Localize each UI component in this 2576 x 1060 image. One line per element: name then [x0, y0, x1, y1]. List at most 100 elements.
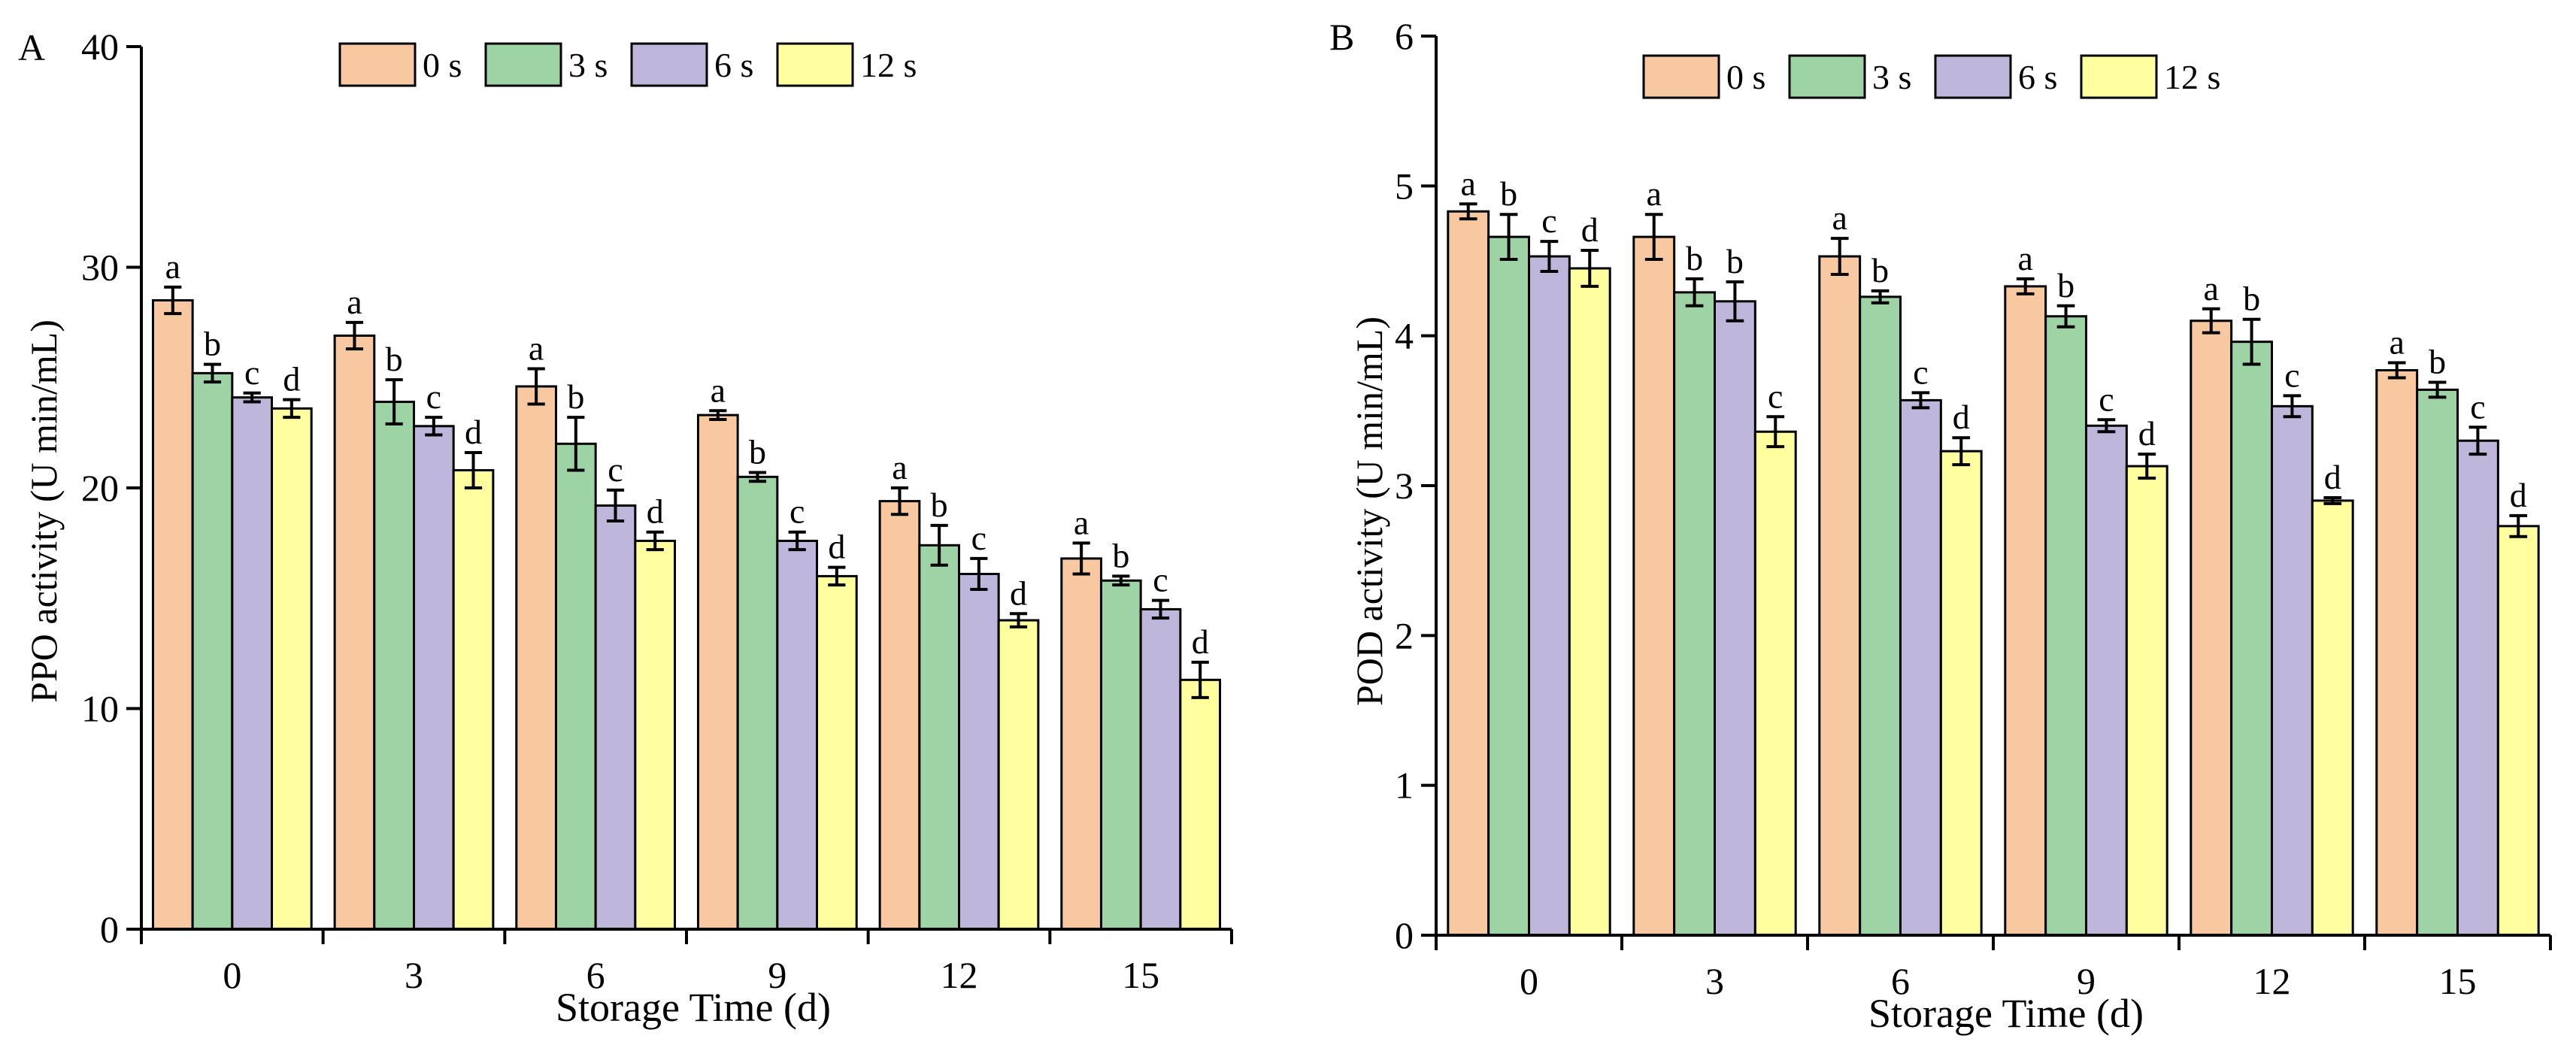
bar-a-6d-3s	[554, 442, 597, 931]
bar-a-3d-0s	[333, 334, 376, 931]
legend-swatch-a-12s	[776, 42, 854, 87]
x-tick-label-a-12: 12	[941, 954, 978, 996]
significance-letter-b-12d-0s: a	[2204, 269, 2219, 307]
significance-letter-a-9d-3s: b	[749, 432, 766, 471]
bar-b-3d-0s	[1632, 235, 1676, 937]
x-tick-label-a-0: 0	[223, 954, 241, 996]
bar-a-15d-12s	[1179, 678, 1222, 931]
legend-label-a-3s: 3 s	[568, 46, 608, 84]
bar-a-12d-6s	[958, 572, 1000, 931]
significance-letter-a-6d-3s: b	[567, 377, 584, 416]
significance-letter-a-12d-0s: a	[892, 448, 907, 486]
bar-a-12d-3s	[918, 544, 960, 931]
significance-letter-b-0d-12s: d	[1581, 210, 1599, 249]
bar-b-12d-0s	[2190, 320, 2233, 937]
significance-letter-b-0d-6s: c	[1541, 201, 1556, 240]
x-tick-label-b-6: 6	[1891, 960, 1910, 1002]
bar-b-6d-12s	[1939, 450, 1983, 937]
bar-a-6d-0s	[515, 385, 557, 931]
legend-label-b-0s: 0 s	[1726, 58, 1765, 96]
y-tick-label-b-5: 5	[1395, 165, 1414, 207]
bar-b-9d-3s	[2044, 315, 2088, 937]
x-axis-label-b: Storage Time (d)	[1868, 991, 2144, 1036]
bar-a-15d-0s	[1060, 557, 1102, 931]
significance-letter-a-3d-3s: b	[386, 340, 403, 378]
bar-b-12d-3s	[2230, 341, 2274, 937]
significance-letter-a-12d-3s: b	[931, 486, 948, 524]
significance-letter-a-0d-0s: a	[165, 247, 180, 286]
bar-b-15d-6s	[2456, 439, 2499, 937]
legend-label-a-0s: 0 s	[423, 46, 462, 84]
legend-b: 0 s 3 s 6 s 12 s	[1642, 54, 2220, 99]
legend-swatch-b-12s	[2080, 54, 2158, 99]
bar-b-9d-6s	[2085, 424, 2128, 937]
significance-letter-a-15d-12s: d	[1192, 622, 1209, 661]
significance-letter-a-3d-12s: d	[465, 413, 482, 451]
significance-letter-a-15d-0s: a	[1074, 503, 1089, 541]
bar-b-6d-3s	[1859, 295, 1902, 937]
legend-a: 0 s 3 s 6 s 12 s	[338, 42, 917, 87]
bar-a-9d-12s	[816, 574, 858, 931]
significance-letter-b-12d-12s: d	[2324, 458, 2341, 496]
bar-b-12d-12s	[2311, 499, 2354, 937]
significance-letter-b-9d-6s: c	[2099, 380, 2114, 418]
significance-letter-a-6d-6s: c	[608, 450, 623, 489]
legend-label-b-3s: 3 s	[1872, 58, 1911, 96]
chart-panel-b: B POD activity (U min/mL) Storage Time (…	[1329, 15, 2552, 1036]
significance-letter-a-12d-12s: d	[1010, 574, 1027, 612]
significance-letter-a-3d-0s: a	[347, 283, 362, 321]
bar-a-3d-12s	[452, 469, 495, 931]
bar-b-15d-3s	[2416, 388, 2459, 937]
significance-letter-a-12d-6s: c	[971, 519, 986, 557]
x-tick-label-a-6: 6	[586, 954, 605, 996]
bar-b-0d-12s	[1568, 267, 1611, 937]
y-tick-label-b-4: 4	[1395, 315, 1414, 357]
significance-letter-a-6d-0s: a	[529, 329, 544, 368]
bar-a-6d-12s	[634, 539, 677, 931]
significance-letter-a-15d-6s: c	[1153, 561, 1168, 599]
significance-letter-a-15d-3s: b	[1112, 536, 1129, 574]
x-tick-label-b-0: 0	[1520, 960, 1538, 1002]
y-tick-label-b-0: 0	[1395, 914, 1414, 956]
panel-label-b: B	[1329, 16, 1354, 58]
significance-letter-b-15d-6s: c	[2470, 387, 2485, 426]
bar-a-0d-0s	[151, 299, 194, 931]
x-tick-label-b-3: 3	[1705, 960, 1724, 1002]
significance-letter-b-9d-12s: d	[2138, 414, 2156, 453]
x-tick-label-b-9: 9	[2077, 960, 2096, 1002]
y-tick-label-b-1: 1	[1395, 765, 1414, 807]
bar-a-12d-0s	[878, 500, 921, 931]
y-tick-label-a-40: 40	[81, 26, 119, 68]
bar-b-9d-0s	[2004, 285, 2047, 937]
bar-a-9d-0s	[696, 413, 739, 931]
significance-letter-b-15d-0s: a	[2390, 323, 2405, 362]
significance-letter-b-6d-6s: c	[1913, 353, 1928, 391]
bar-a-12d-12s	[997, 619, 1040, 931]
bar-b-3d-12s	[1753, 430, 1797, 937]
significance-letter-a-0d-3s: b	[204, 325, 221, 363]
y-tick-label-a-30: 30	[81, 247, 119, 289]
bar-b-3d-3s	[1673, 291, 1717, 937]
x-tick-label-a-15: 15	[1122, 954, 1159, 996]
x-tick-label-a-3: 3	[405, 954, 423, 996]
significance-letter-b-3d-6s: b	[1726, 242, 1744, 280]
y-tick-label-b-3: 3	[1395, 465, 1414, 507]
x-tick-label-b-15: 15	[2439, 960, 2477, 1002]
x-axis-label-a: Storage Time (d)	[556, 985, 831, 1030]
y-axis-label-a: PPO activity (U min/mL)	[23, 320, 65, 703]
bar-a-9d-6s	[776, 539, 819, 931]
significance-letter-b-9d-0s: a	[2018, 239, 2033, 277]
significance-letter-b-3d-3s: b	[1686, 239, 1703, 277]
legend-swatch-a-0s	[338, 42, 417, 87]
bar-a-3d-3s	[373, 401, 416, 931]
legend-swatch-b-0s	[1642, 54, 1720, 99]
bar-b-6d-6s	[1899, 398, 1942, 937]
significance-letter-b-0d-3s: b	[1500, 174, 1517, 213]
legend-swatch-b-3s	[1788, 54, 1866, 99]
significance-letter-a-9d-0s: a	[711, 371, 726, 409]
legend-swatch-a-3s	[484, 42, 562, 87]
legend-swatch-b-6s	[1934, 54, 2012, 99]
bar-b-0d-6s	[1528, 255, 1571, 937]
